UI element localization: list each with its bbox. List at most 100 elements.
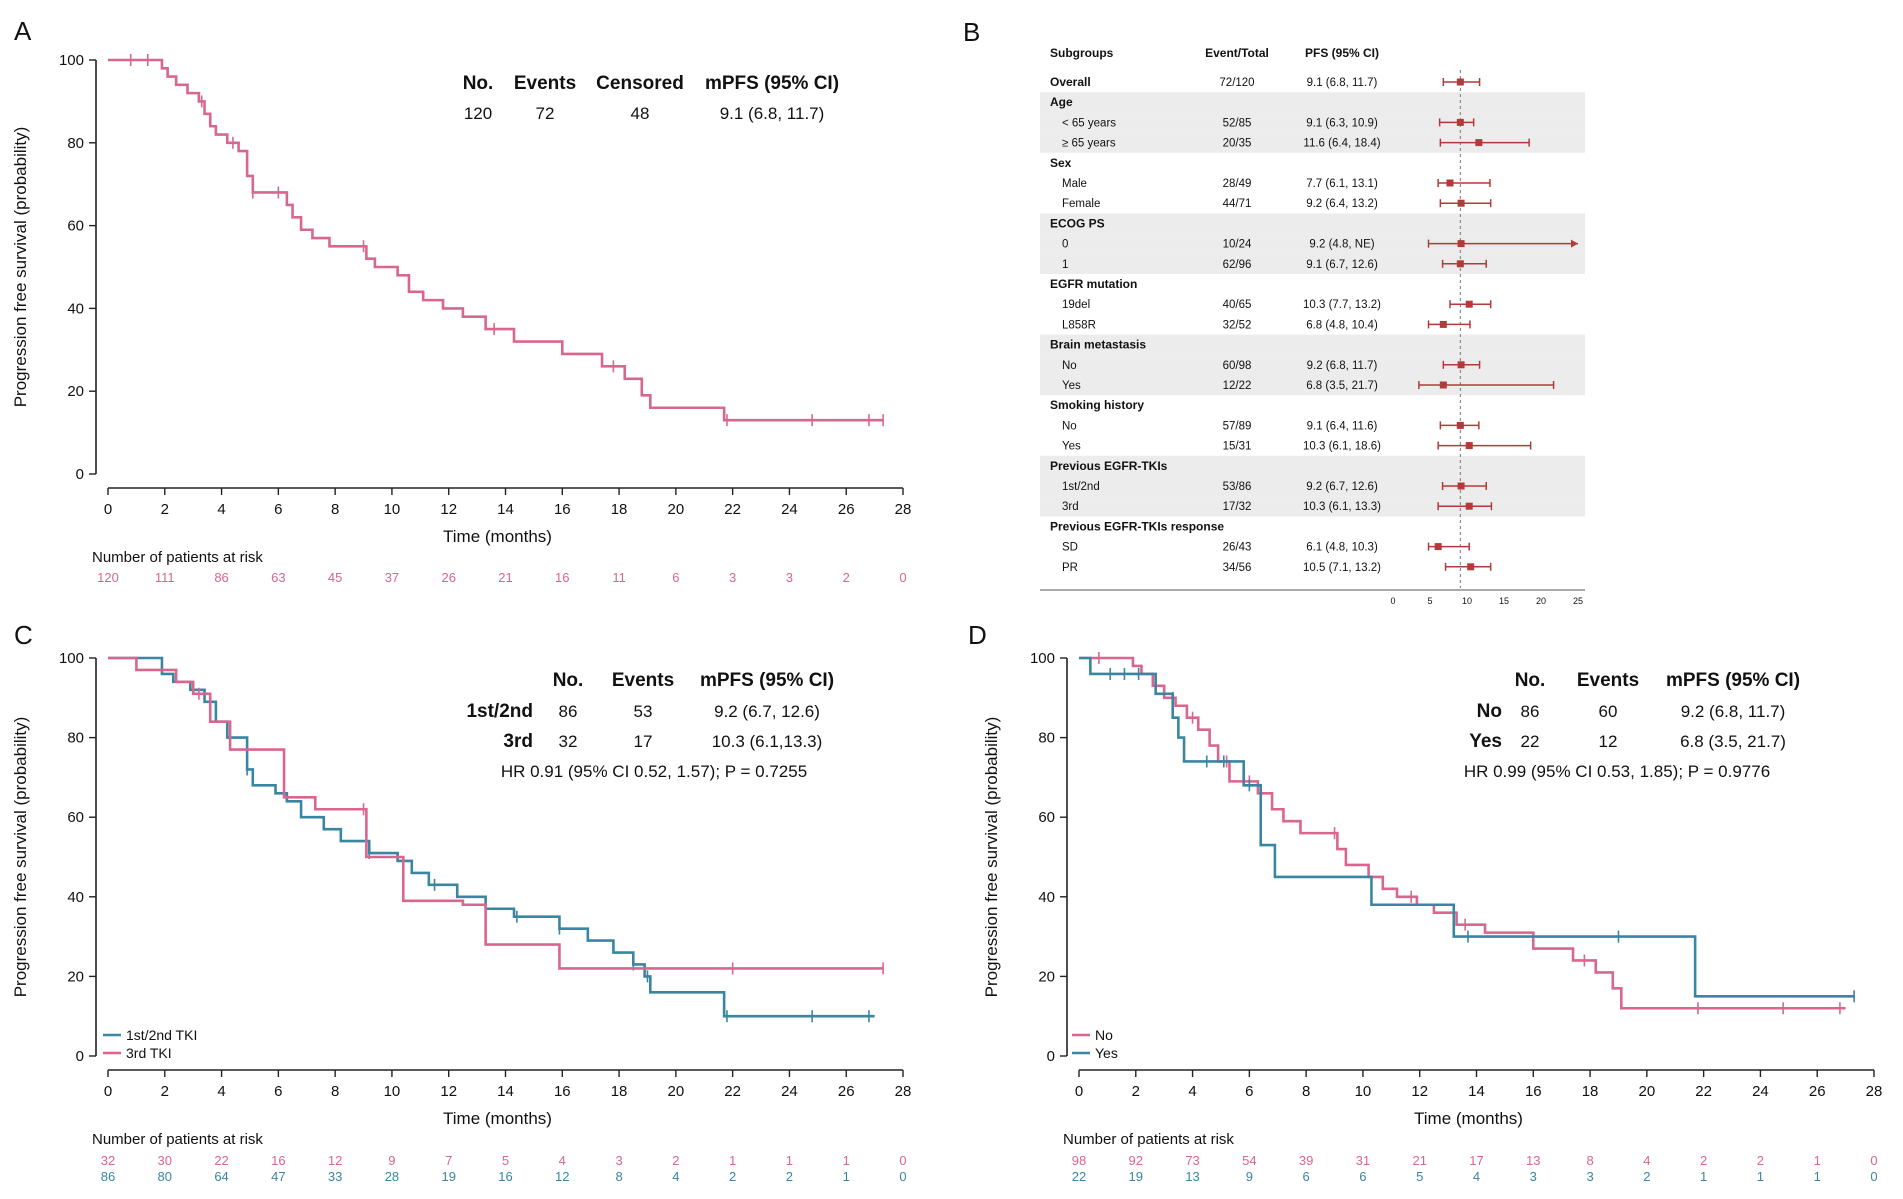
risk-count: 9: [1246, 1169, 1253, 1184]
forest-tick-label: 10: [1462, 596, 1472, 606]
x-tick-label: 28: [895, 501, 912, 518]
x-tick-label: 8: [331, 1083, 339, 1100]
pfs-ci: 10.3 (6.1, 18.6): [1303, 441, 1381, 453]
risk-count: 8: [1586, 1153, 1593, 1168]
risk-count: 120: [97, 570, 119, 585]
risk-count: 21: [498, 570, 512, 585]
risk-count: 32: [101, 1153, 115, 1168]
forest-tick-label: 0: [1390, 596, 1395, 606]
x-tick-label: 24: [781, 1083, 798, 1100]
point-estimate: [1457, 199, 1465, 207]
x-tick-label: 10: [384, 501, 401, 518]
col-header-event-total: Event/Total: [1205, 46, 1269, 60]
risk-count: 3: [615, 1153, 622, 1168]
subgroup-heading: Previous EGFR-TKIs: [1050, 459, 1168, 473]
risk-count: 64: [214, 1169, 228, 1184]
info-value: 120: [464, 104, 492, 123]
point-estimate: [1465, 502, 1473, 510]
panel-label: D: [968, 620, 987, 650]
hazard-ratio-text: HR 0.91 (95% CI 0.52, 1.57); P = 0.7255: [501, 762, 807, 781]
risk-count: 2: [786, 1169, 793, 1184]
event-total: 40/65: [1223, 299, 1252, 311]
subgroup-heading: Sex: [1050, 156, 1072, 170]
group-name: No: [1477, 701, 1502, 722]
event-total: 10/24: [1223, 239, 1252, 251]
legend-label: No: [1095, 1027, 1113, 1043]
risk-table-title: Number of patients at risk: [92, 549, 263, 566]
x-tick-label: 26: [838, 501, 855, 518]
y-tick-label: 100: [59, 650, 84, 667]
info-header: mPFS (95% CI): [705, 73, 839, 94]
risk-count: 3: [729, 570, 736, 585]
risk-count: 21: [1412, 1153, 1426, 1168]
ci-arrow: [1571, 239, 1578, 248]
event-total: 17/32: [1223, 501, 1252, 513]
risk-count: 5: [1416, 1169, 1423, 1184]
subgroup-label: 1st/2nd: [1062, 481, 1100, 493]
x-tick-label: 4: [1188, 1083, 1196, 1100]
risk-count: 9: [388, 1153, 395, 1168]
risk-count: 0: [899, 1169, 906, 1184]
group-name: Yes: [1469, 731, 1502, 752]
risk-count: 1: [729, 1153, 736, 1168]
forest-tick-label: 15: [1499, 596, 1509, 606]
risk-count: 1: [1757, 1169, 1764, 1184]
x-tick-label: 14: [497, 501, 514, 518]
info-value: 22: [1521, 732, 1540, 751]
info-value: 86: [559, 702, 578, 721]
point-estimate: [1434, 543, 1442, 551]
info-header: No.: [463, 73, 494, 94]
pfs-ci: 9.1 (6.4, 11.6): [1307, 420, 1378, 432]
risk-count: 7: [445, 1153, 452, 1168]
point-estimate: [1439, 320, 1447, 328]
point-estimate: [1457, 240, 1465, 248]
x-tick-label: 24: [781, 501, 798, 518]
subgroup-label: 1: [1062, 259, 1068, 271]
point-estimate: [1467, 563, 1475, 571]
risk-count: 39: [1299, 1153, 1313, 1168]
info-value: 6.8 (3.5, 21.7): [1680, 732, 1786, 751]
y-tick-label: 20: [67, 383, 84, 400]
info-value: 9.2 (6.7, 12.6): [714, 702, 820, 721]
point-estimate: [1465, 300, 1473, 308]
risk-count: 0: [899, 1153, 906, 1168]
group-band: [1040, 92, 1585, 113]
x-tick-label: 22: [724, 1083, 741, 1100]
subgroup-label: < 65 years: [1062, 117, 1116, 129]
subgroup-label: ≥ 65 years: [1062, 138, 1116, 150]
x-tick-label: 26: [838, 1083, 855, 1100]
km-curve-overall: [108, 58, 884, 422]
risk-count: 1: [786, 1153, 793, 1168]
event-total: 57/89: [1223, 420, 1252, 432]
pfs-ci: 6.1 (4.8, 10.3): [1306, 542, 1378, 554]
x-tick-label: 2: [161, 501, 169, 518]
y-tick-label: 0: [76, 1048, 84, 1065]
risk-count: 4: [1473, 1169, 1480, 1184]
risk-count: 37: [385, 570, 399, 585]
risk-count: 6: [1303, 1169, 1310, 1184]
event-total: 32/52: [1223, 319, 1252, 331]
forest-tick-label: 20: [1536, 596, 1546, 606]
x-tick-label: 0: [104, 501, 112, 518]
info-header: Events: [1577, 670, 1639, 691]
point-estimate: [1475, 139, 1483, 147]
x-tick-label: 12: [1411, 1083, 1428, 1100]
x-tick-label: 18: [611, 501, 628, 518]
risk-count: 1: [1814, 1169, 1821, 1184]
group-band: [1040, 476, 1585, 497]
risk-count: 86: [101, 1169, 115, 1184]
km-curve-3rd-tki: [108, 656, 884, 970]
info-value: 48: [631, 104, 650, 123]
subgroup-label: Yes: [1062, 441, 1081, 453]
x-tick-label: 20: [668, 501, 685, 518]
info-header: mPFS (95% CI): [1666, 670, 1800, 691]
point-estimate: [1456, 78, 1464, 86]
group-band: [1040, 354, 1585, 375]
x-tick-label: 16: [1525, 1083, 1542, 1100]
pfs-ci: 10.3 (7.7, 13.2): [1303, 299, 1381, 311]
risk-count: 28: [385, 1169, 399, 1184]
risk-count: 0: [1870, 1153, 1877, 1168]
pfs-ci: 9.2 (6.4, 13.2): [1306, 198, 1378, 210]
risk-count: 2: [672, 1153, 679, 1168]
